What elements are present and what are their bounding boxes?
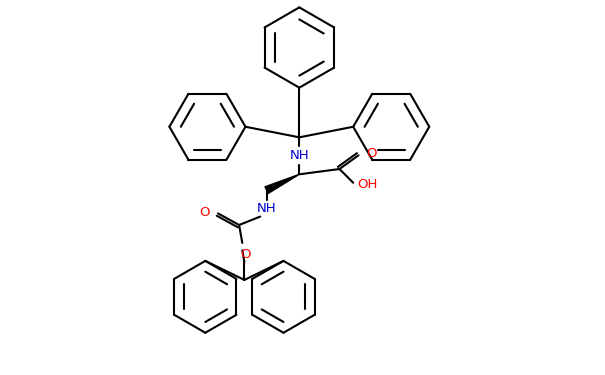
Text: O: O [366,147,376,160]
Text: NH: NH [257,202,276,214]
Polygon shape [265,174,299,194]
Text: OH: OH [358,178,378,191]
Text: NH: NH [290,149,309,162]
Text: O: O [199,206,209,219]
Text: O: O [240,248,250,261]
